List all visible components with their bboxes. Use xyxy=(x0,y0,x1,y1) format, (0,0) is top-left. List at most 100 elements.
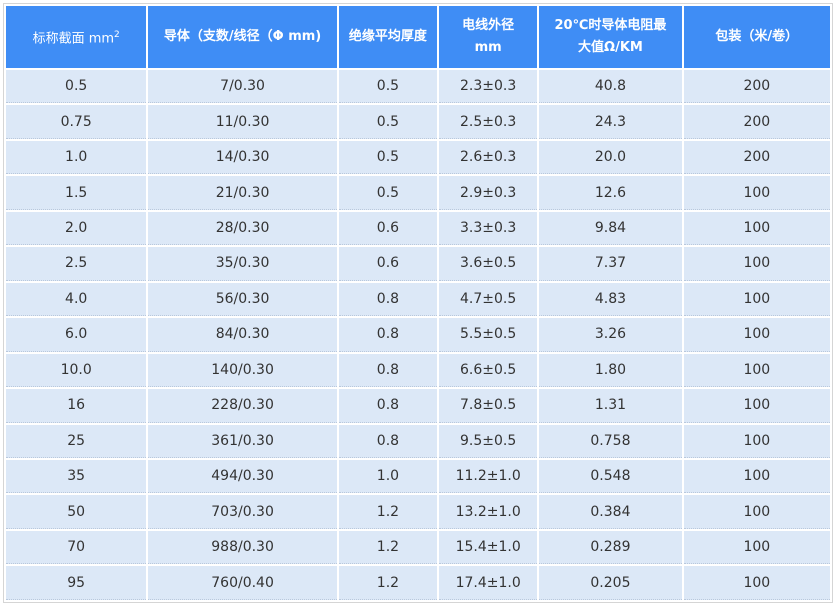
cell-packaging: 200 xyxy=(683,105,830,139)
cell-max-resistance: 7.37 xyxy=(539,247,682,281)
header-packaging: 包装（米/卷） xyxy=(683,6,830,68)
cell-packaging: 100 xyxy=(683,247,830,281)
cell-outer-diameter: 4.7±0.5 xyxy=(439,282,538,317)
cell-packaging: 100 xyxy=(683,495,830,529)
cell-insulation-thickness: 0.5 xyxy=(338,176,438,210)
cell-max-resistance: 1.80 xyxy=(539,353,682,388)
wire-spec-table: 标称截面 mm2 导体（支数/线径（Φ mm) 绝缘平均厚度 电线外径 mm 20… xyxy=(3,3,833,603)
cell-packaging: 100 xyxy=(683,389,830,423)
header-conductor: 导体（支数/线径（Φ mm) xyxy=(148,6,337,68)
cell-max-resistance: 20.0 xyxy=(539,140,682,175)
cell-insulation-thickness: 0.8 xyxy=(338,318,438,352)
cell-max-resistance: 0.289 xyxy=(539,530,682,565)
cell-max-resistance: 0.384 xyxy=(539,495,682,529)
cell-conductor: 21/0.30 xyxy=(148,176,337,210)
cell-conductor: 228/0.30 xyxy=(148,389,337,423)
cell-outer-diameter: 5.5±0.5 xyxy=(439,318,538,352)
header-outer-diameter-line2: mm xyxy=(474,40,502,55)
cell-outer-diameter: 11.2±1.0 xyxy=(439,459,538,494)
table-row: 35 494/0.30 1.0 11.2±1.0 0.548 100 xyxy=(6,459,830,494)
cell-packaging: 100 xyxy=(683,353,830,388)
cell-insulation-thickness: 0.8 xyxy=(338,353,438,388)
cell-conductor: 56/0.30 xyxy=(148,282,337,317)
header-nominal-section-text: 标称截面 mm xyxy=(32,31,115,47)
cell-insulation-thickness: 1.2 xyxy=(338,530,438,565)
header-insulation-thickness: 绝缘平均厚度 xyxy=(338,6,438,68)
cell-outer-diameter: 2.6±0.3 xyxy=(439,140,538,175)
cell-insulation-thickness: 1.2 xyxy=(338,495,438,529)
table-row: 70 988/0.30 1.2 15.4±1.0 0.289 100 xyxy=(6,530,830,565)
table-row: 0.5 7/0.30 0.5 2.3±0.3 40.8 200 xyxy=(6,70,830,104)
cell-max-resistance: 9.84 xyxy=(539,211,682,246)
cell-max-resistance: 3.26 xyxy=(539,318,682,352)
table-row: 95 760/0.40 1.2 17.4±1.0 0.205 100 xyxy=(6,566,830,600)
header-outer-diameter: 电线外径 mm xyxy=(439,6,538,68)
wire-spec-table-container: 标称截面 mm2 导体（支数/线径（Φ mm) 绝缘平均厚度 电线外径 mm 20… xyxy=(3,3,833,603)
cell-packaging: 100 xyxy=(683,566,830,600)
cell-max-resistance: 0.205 xyxy=(539,566,682,600)
table-row: 6.0 84/0.30 0.8 5.5±0.5 3.26 100 xyxy=(6,318,830,352)
cell-nominal-section: 70 xyxy=(6,530,147,565)
table-body: 0.5 7/0.30 0.5 2.3±0.3 40.8 200 0.75 11/0.30 0.5… xyxy=(6,70,830,600)
cell-conductor: 35/0.30 xyxy=(148,247,337,281)
cell-insulation-thickness: 1.0 xyxy=(338,459,438,494)
cell-packaging: 100 xyxy=(683,424,830,458)
cell-packaging: 100 xyxy=(683,211,830,246)
cell-max-resistance: 4.83 xyxy=(539,282,682,317)
cell-packaging: 200 xyxy=(683,140,830,175)
cell-conductor: 140/0.30 xyxy=(148,353,337,388)
cell-insulation-thickness: 0.5 xyxy=(338,105,438,139)
header-nominal-section: 标称截面 mm2 xyxy=(6,6,147,68)
cell-packaging: 100 xyxy=(683,318,830,352)
cell-conductor: 28/0.30 xyxy=(148,211,337,246)
cell-max-resistance: 40.8 xyxy=(539,70,682,104)
cell-outer-diameter: 13.2±1.0 xyxy=(439,495,538,529)
cell-packaging: 100 xyxy=(683,530,830,565)
cell-insulation-thickness: 0.5 xyxy=(338,70,438,104)
cell-outer-diameter: 7.8±0.5 xyxy=(439,389,538,423)
header-outer-diameter-line1: 电线外径 xyxy=(462,18,515,33)
cell-nominal-section: 1.0 xyxy=(6,140,147,175)
cell-packaging: 200 xyxy=(683,70,830,104)
table-row: 2.5 35/0.30 0.6 3.6±0.5 7.37 100 xyxy=(6,247,830,281)
cell-insulation-thickness: 1.2 xyxy=(338,566,438,600)
cell-max-resistance: 24.3 xyxy=(539,105,682,139)
cell-insulation-thickness: 0.8 xyxy=(338,282,438,317)
cell-nominal-section: 16 xyxy=(6,389,147,423)
cell-max-resistance: 0.548 xyxy=(539,459,682,494)
cell-outer-diameter: 2.3±0.3 xyxy=(439,70,538,104)
cell-nominal-section: 0.75 xyxy=(6,105,147,139)
cell-conductor: 760/0.40 xyxy=(148,566,337,600)
cell-nominal-section: 2.0 xyxy=(6,211,147,246)
cell-nominal-section: 4.0 xyxy=(6,282,147,317)
cell-conductor: 14/0.30 xyxy=(148,140,337,175)
header-row: 标称截面 mm2 导体（支数/线径（Φ mm) 绝缘平均厚度 电线外径 mm 20… xyxy=(6,6,830,68)
cell-conductor: 988/0.30 xyxy=(148,530,337,565)
cell-nominal-section: 25 xyxy=(6,424,147,458)
cell-insulation-thickness: 0.6 xyxy=(338,247,438,281)
cell-insulation-thickness: 0.5 xyxy=(338,140,438,175)
header-nominal-section-sup: 2 xyxy=(114,29,120,40)
cell-outer-diameter: 2.9±0.3 xyxy=(439,176,538,210)
table-row: 50 703/0.30 1.2 13.2±1.0 0.384 100 xyxy=(6,495,830,529)
table-row: 10.0 140/0.30 0.8 6.6±0.5 1.80 100 xyxy=(6,353,830,388)
table-row: 2.0 28/0.30 0.6 3.3±0.3 9.84 100 xyxy=(6,211,830,246)
cell-conductor: 84/0.30 xyxy=(148,318,337,352)
cell-nominal-section: 10.0 xyxy=(6,353,147,388)
cell-max-resistance: 12.6 xyxy=(539,176,682,210)
cell-nominal-section: 0.5 xyxy=(6,70,147,104)
header-max-resistance: 20℃时导体电阻最 大值Ω/KM xyxy=(539,6,682,68)
cell-packaging: 100 xyxy=(683,176,830,210)
cell-outer-diameter: 3.3±0.3 xyxy=(439,211,538,246)
cell-nominal-section: 35 xyxy=(6,459,147,494)
header-max-resistance-line1: 20℃时导体电阻最 xyxy=(554,18,667,33)
cell-outer-diameter: 2.5±0.3 xyxy=(439,105,538,139)
cell-nominal-section: 50 xyxy=(6,495,147,529)
cell-outer-diameter: 3.6±0.5 xyxy=(439,247,538,281)
cell-conductor: 11/0.30 xyxy=(148,105,337,139)
cell-conductor: 494/0.30 xyxy=(148,459,337,494)
cell-nominal-section: 2.5 xyxy=(6,247,147,281)
cell-max-resistance: 1.31 xyxy=(539,389,682,423)
cell-insulation-thickness: 0.6 xyxy=(338,211,438,246)
cell-insulation-thickness: 0.8 xyxy=(338,389,438,423)
